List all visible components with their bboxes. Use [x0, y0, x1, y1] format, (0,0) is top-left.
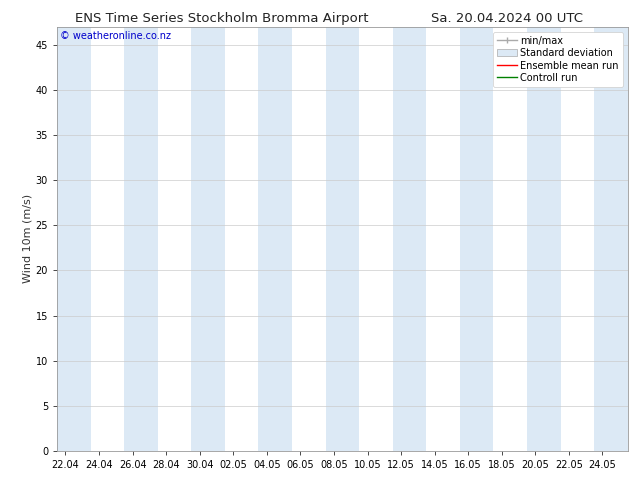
Bar	[326, 27, 359, 451]
Text: ENS Time Series Stockholm Bromma Airport: ENS Time Series Stockholm Bromma Airport	[75, 12, 368, 25]
Bar	[527, 27, 560, 451]
Y-axis label: Wind 10m (m/s): Wind 10m (m/s)	[23, 195, 33, 283]
Legend: min/max, Standard deviation, Ensemble mean run, Controll run: min/max, Standard deviation, Ensemble me…	[493, 32, 623, 87]
Bar	[460, 27, 493, 451]
Bar	[124, 27, 158, 451]
Bar	[259, 27, 292, 451]
Bar	[191, 27, 225, 451]
Bar	[594, 27, 628, 451]
Bar	[392, 27, 426, 451]
Text: © weatheronline.co.nz: © weatheronline.co.nz	[60, 31, 171, 41]
Bar	[57, 27, 91, 451]
Text: Sa. 20.04.2024 00 UTC: Sa. 20.04.2024 00 UTC	[431, 12, 583, 25]
